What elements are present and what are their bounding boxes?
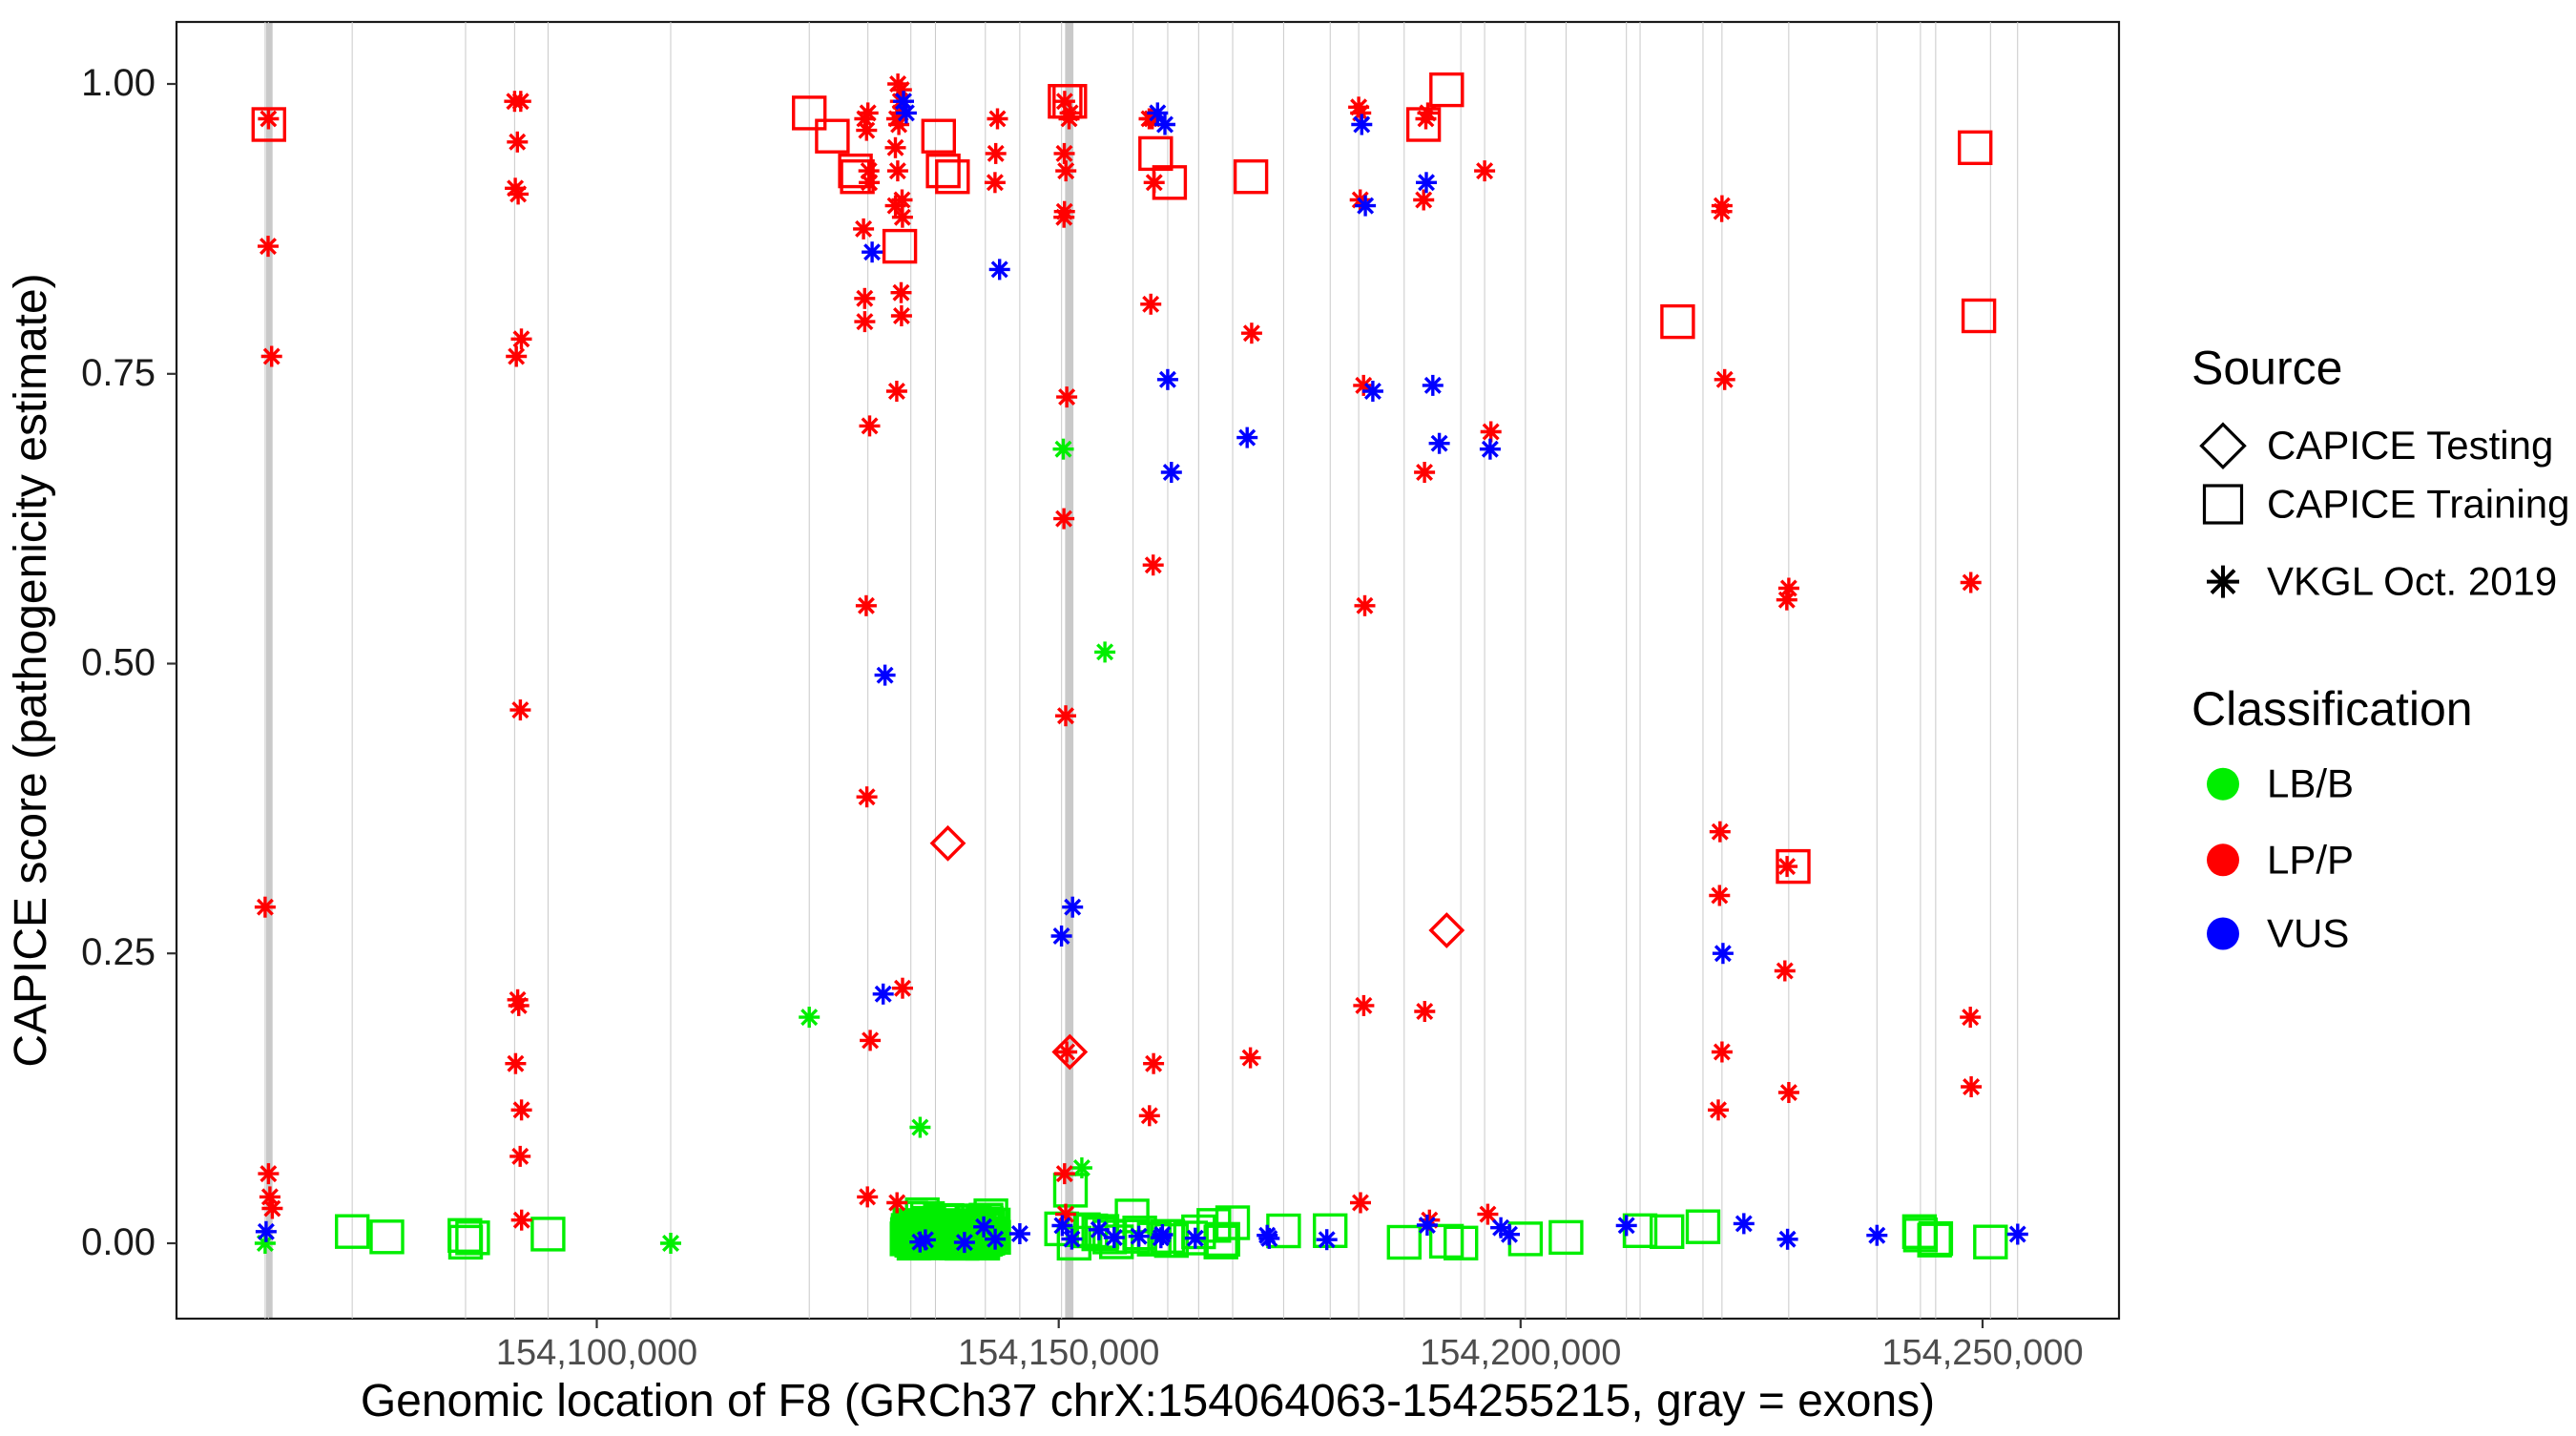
svg-text:154,150,000: 154,150,000	[958, 1333, 1159, 1373]
svg-text:154,250,000: 154,250,000	[1881, 1333, 2083, 1373]
svg-text:0.50: 0.50	[81, 642, 156, 684]
svg-text:VUS: VUS	[2267, 911, 2349, 956]
svg-text:154,200,000: 154,200,000	[1420, 1333, 1621, 1373]
svg-text:CAPICE score (pathogenicity es: CAPICE score (pathogenicity estimate)	[6, 273, 56, 1067]
svg-text:Source: Source	[2192, 342, 2342, 395]
svg-text:VKGL Oct. 2019: VKGL Oct. 2019	[2267, 559, 2557, 604]
svg-text:LP/P: LP/P	[2267, 837, 2354, 882]
svg-text:154,100,000: 154,100,000	[496, 1333, 697, 1373]
svg-text:1.00: 1.00	[81, 62, 156, 104]
svg-text:Genomic location of F8 (GRCh37: Genomic location of F8 (GRCh37 chrX:1540…	[361, 1376, 1935, 1426]
svg-text:0.75: 0.75	[81, 352, 156, 394]
svg-text:0.00: 0.00	[81, 1221, 156, 1263]
svg-text:0.25: 0.25	[81, 931, 156, 973]
svg-text:Classification: Classification	[2192, 682, 2473, 736]
svg-text:LB/B: LB/B	[2267, 761, 2354, 806]
svg-text:CAPICE Testing: CAPICE Testing	[2267, 423, 2553, 468]
svg-text:CAPICE Training: CAPICE Training	[2267, 482, 2569, 527]
